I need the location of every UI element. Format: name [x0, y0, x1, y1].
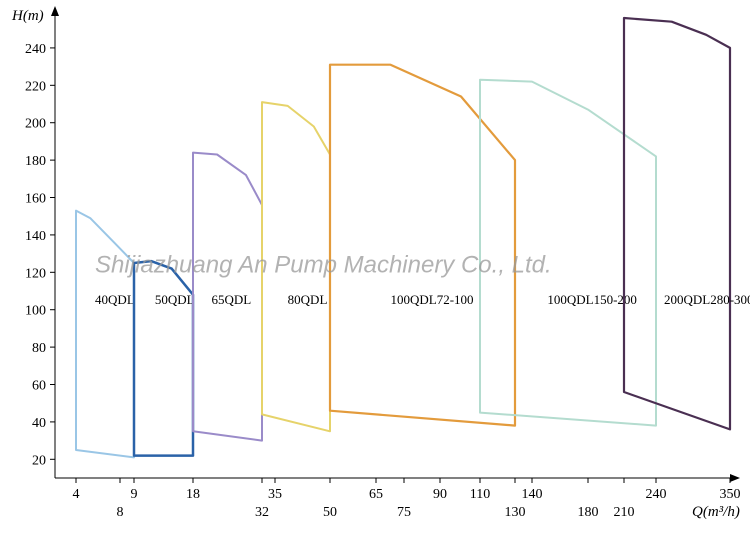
x-tick-label: 110: [470, 487, 490, 502]
series-label-200QDL280-300: 200QDL280-300: [664, 292, 750, 307]
series-label-100QDL72-100: 100QDL72-100: [391, 292, 474, 307]
x-tick-label: 90: [433, 487, 447, 502]
y-tick-label: 100: [25, 304, 46, 319]
x-axis-label: Q(m³/h): [692, 504, 740, 520]
watermark-text: Shijiazhuang An Pump Machinery Co., Ltd.: [95, 251, 552, 278]
y-tick-label: 120: [25, 266, 46, 281]
pump-performance-chart: 20 40 60 80 100 120 140 160 180 200 220 240 4 9 18 35 65…: [0, 0, 750, 546]
x-tick-label: 35: [268, 487, 282, 502]
y-tick-label: 20: [32, 453, 46, 468]
y-tick-label: 40: [32, 416, 46, 431]
y-tick-label: 180: [25, 154, 46, 169]
series-label-80QDL: 80QDL: [288, 292, 328, 307]
y-tick-label: 60: [32, 379, 46, 394]
x-tick-label: 75: [397, 505, 411, 520]
x-tick-label: 50: [323, 505, 337, 520]
y-tick-label: 220: [25, 79, 46, 94]
y-tick-label: 80: [32, 341, 46, 356]
x-tick-label: 4: [73, 487, 80, 502]
x-tick-label: 65: [369, 487, 383, 502]
x-tick-label: 210: [614, 505, 635, 520]
x-tick-label: 350: [720, 487, 741, 502]
series-label-50QDL: 50QDL: [155, 292, 195, 307]
x-tick-label: 32: [255, 505, 269, 520]
y-tick-label: 140: [25, 229, 46, 244]
x-tick-label: 18: [186, 487, 200, 502]
series-label-40QDL: 40QDL: [95, 292, 135, 307]
series-label-65QDL: 65QDL: [211, 292, 251, 307]
y-tick-label: 240: [25, 42, 46, 57]
x-tick-label: 240: [646, 487, 667, 502]
x-tick-label: 8: [117, 505, 124, 520]
y-tick-label: 200: [25, 117, 46, 132]
x-tick-label: 180: [578, 505, 599, 520]
y-axis-label: H(m): [11, 8, 44, 24]
x-tick-label: 130: [505, 505, 526, 520]
x-tick-label: 140: [522, 487, 543, 502]
y-tick-label: 160: [25, 192, 46, 207]
x-tick-label: 9: [131, 487, 138, 502]
